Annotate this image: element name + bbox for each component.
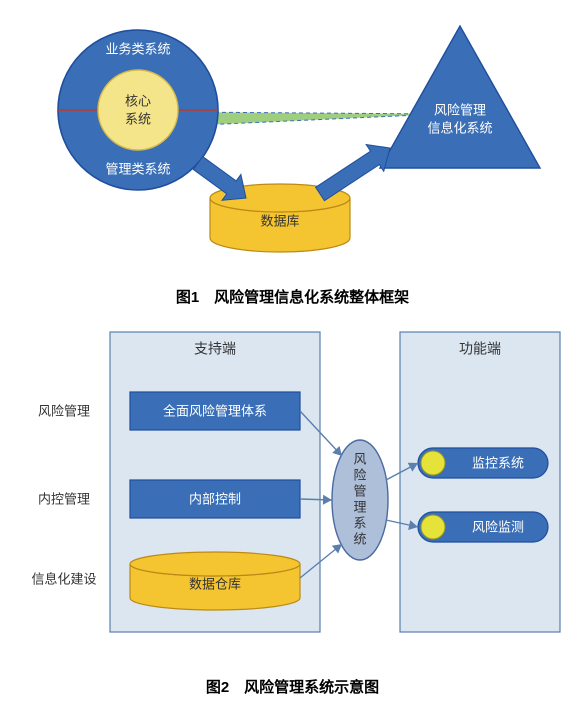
beam: [180, 112, 440, 126]
cylinder-label: 数据库: [260, 213, 299, 228]
left-panel-title: 支持端: [194, 341, 236, 357]
svg-text:管: 管: [353, 483, 366, 498]
figure-2: 支持端功能端风险管理内控管理信息化建设全面风险管理体系内部控制数据仓库风险管理系…: [20, 320, 565, 660]
left-cylinder-label: 数据仓库: [189, 576, 241, 591]
svg-text:风: 风: [353, 451, 366, 466]
svg-text:险: 险: [353, 467, 366, 482]
right-panel-title: 功能端: [459, 341, 501, 357]
ring-core: [98, 70, 178, 150]
right-panel: [400, 332, 560, 632]
row-label-0: 风险管理: [38, 403, 90, 418]
figure-2-svg: 支持端功能端风险管理内控管理信息化建设全面风险管理体系内部控制数据仓库风险管理系…: [20, 320, 565, 660]
triangle-risk-system: [380, 26, 540, 168]
figure-1: 风险管理信息化系统 业务类系统管理类系统 核心系统数据库: [20, 8, 565, 268]
ring-upper-label: 业务类系统: [105, 41, 170, 56]
left-box-1-label: 内部控制: [189, 491, 241, 506]
figure-1-svg: 风险管理信息化系统 业务类系统管理类系统 核心系统数据库: [20, 8, 565, 268]
block-arrow-1: [316, 145, 390, 201]
ring-lower-label: 管理类系统: [105, 161, 170, 176]
figure-2-caption: 图2 风险管理系统示意图: [0, 676, 585, 697]
right-pill-0-label: 监控系统: [472, 455, 524, 470]
right-pill-1-led: [421, 515, 445, 539]
left-box-0-label: 全面风险管理体系: [163, 403, 267, 418]
right-pill-0-led: [421, 451, 445, 475]
svg-text:系: 系: [353, 515, 366, 530]
svg-text:信息化系统: 信息化系统: [427, 120, 492, 135]
svg-text:理: 理: [353, 499, 366, 514]
row-label-1: 内控管理: [38, 491, 90, 506]
row-label-2: 信息化建设: [31, 571, 96, 586]
svg-text:统: 统: [353, 531, 366, 546]
svg-text:风险管理: 风险管理: [434, 102, 486, 117]
svg-text:核心: 核心: [125, 93, 151, 108]
right-pill-1-label: 风险监测: [472, 519, 524, 534]
svg-text:系统: 系统: [125, 111, 151, 126]
figure-1-caption: 图1 风险管理信息化系统整体框架: [0, 286, 585, 307]
